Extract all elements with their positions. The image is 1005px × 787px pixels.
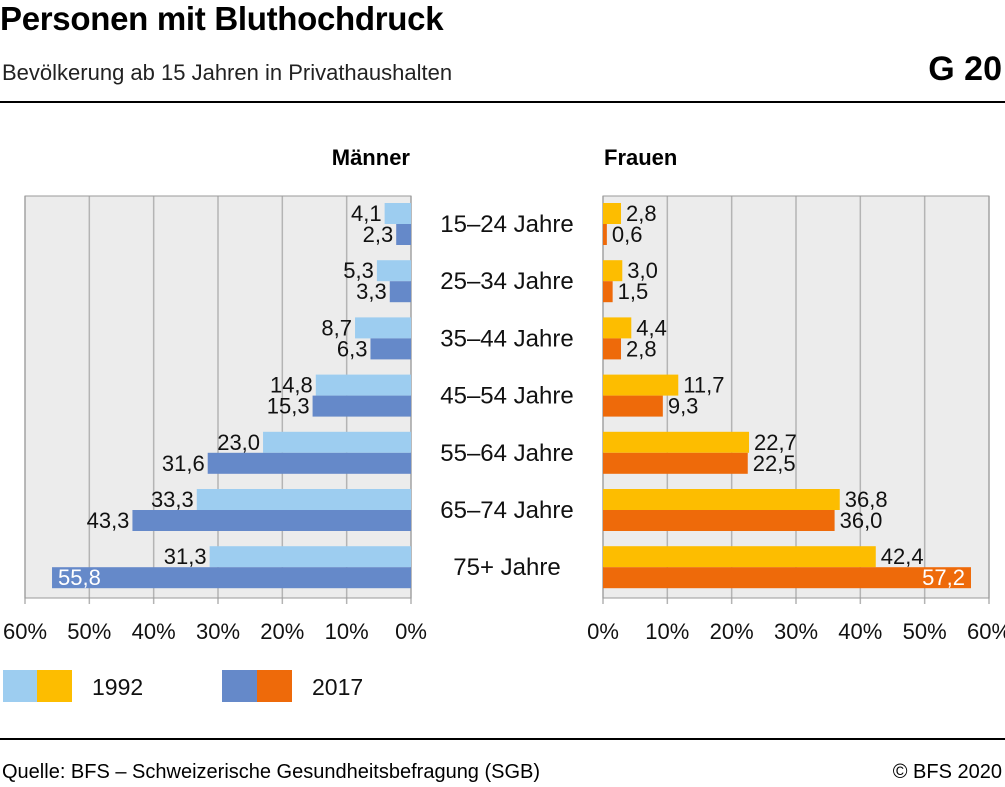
bar	[389, 281, 411, 303]
data-label: 42,4	[881, 544, 924, 569]
chart-subtitle: Bevölkerung ab 15 Jahren in Privathausha…	[2, 60, 453, 85]
category-label: 15–24 Jahre	[440, 211, 573, 238]
category-label: 75+ Jahre	[453, 554, 560, 581]
bar	[603, 317, 632, 339]
copyright: © BFS 2020	[892, 761, 1002, 783]
population-pyramid-chart: 60% 50% 40% 30% 20% 10% 0% Männer 4,12,3 5,33,38,…	[3, 145, 1005, 702]
data-label: 2,3	[363, 222, 394, 247]
data-label: 9,3	[668, 394, 699, 419]
bar	[376, 260, 411, 282]
bar	[196, 489, 411, 510]
category-label: 25–34 Jahre	[440, 268, 573, 295]
category-label: 55–64 Jahre	[440, 440, 573, 467]
category-label: 45–54 Jahre	[440, 383, 573, 410]
data-label: 14,8	[270, 373, 313, 398]
category-label: 65–74 Jahre	[440, 497, 573, 524]
data-label: 8,7	[321, 315, 352, 340]
tick-label: 50%	[903, 619, 947, 644]
data-label: 23,0	[217, 430, 260, 455]
data-label: 1,5	[618, 279, 649, 304]
bar	[603, 510, 835, 531]
bar	[603, 546, 876, 568]
legend-label: 1992	[92, 674, 143, 700]
header-rule	[0, 101, 1005, 103]
tick-label: 30%	[774, 619, 818, 644]
data-label: 2,8	[626, 336, 657, 361]
data-label: 15,3	[267, 394, 310, 419]
tick-label: 50%	[67, 619, 111, 644]
bar	[355, 317, 411, 339]
figure-number: G 20	[928, 50, 1002, 88]
data-label: 36,8	[845, 487, 888, 512]
bar	[603, 338, 622, 360]
bar	[370, 338, 411, 360]
bar	[263, 431, 411, 453]
tick-label: 20%	[710, 619, 754, 644]
data-label: 55,8	[58, 565, 101, 590]
tick-label: 10%	[645, 619, 689, 644]
data-label: 57,2	[922, 565, 965, 590]
bar	[603, 281, 613, 303]
data-label: 31,6	[162, 451, 205, 476]
data-label: 11,7	[683, 373, 724, 398]
bar	[396, 224, 411, 245]
data-label: 43,3	[87, 508, 130, 533]
data-label: 2,8	[626, 201, 657, 226]
data-label: 3,0	[627, 258, 658, 283]
legend-swatch-women-2017	[257, 670, 292, 702]
tick-label: 20%	[260, 619, 304, 644]
data-label: 4,4	[636, 315, 667, 340]
footer-rule	[0, 738, 1005, 740]
panel-title: Männer	[332, 145, 411, 170]
bar	[603, 224, 607, 245]
data-label: 22,7	[754, 430, 797, 455]
data-label: 22,5	[753, 451, 796, 476]
data-label: 33,3	[151, 487, 194, 512]
bar	[315, 374, 411, 396]
bar	[312, 395, 411, 417]
bar	[603, 395, 663, 417]
tick-label: 60%	[3, 619, 47, 644]
tick-label: 40%	[838, 619, 882, 644]
data-label: 5,3	[343, 258, 374, 283]
bar	[209, 546, 411, 568]
data-label: 6,3	[337, 336, 368, 361]
panel-title: Frauen	[604, 145, 677, 170]
source-note: Quelle: BFS – Schweizerische Gesundheits…	[2, 761, 541, 783]
tick-label: 60%	[967, 619, 1005, 644]
tick-label: 10%	[325, 619, 369, 644]
bar	[603, 452, 748, 474]
bar	[603, 203, 622, 224]
category-label: 35–44 Jahre	[440, 325, 573, 352]
tick-label: 40%	[132, 619, 176, 644]
bar	[603, 374, 679, 396]
chart-title: Personen mit Bluthochdruck	[0, 0, 444, 37]
tick-label: 30%	[196, 619, 240, 644]
bar	[603, 431, 750, 453]
legend-swatch-men-2017	[222, 670, 257, 702]
legend-swatch-women-1992	[37, 670, 72, 702]
bar	[52, 567, 412, 589]
data-label: 0,6	[612, 222, 643, 247]
tick-label: 0%	[395, 619, 427, 644]
legend-label: 2017	[312, 674, 363, 700]
data-label: 3,3	[356, 279, 387, 304]
bar	[132, 510, 412, 531]
data-label: 4,1	[351, 201, 382, 226]
legend-swatch-men-1992	[3, 670, 37, 702]
bar	[603, 567, 971, 589]
bar	[603, 260, 623, 282]
data-label: 31,3	[164, 544, 207, 569]
data-label: 36,0	[840, 508, 883, 533]
bar	[384, 203, 411, 224]
tick-label: 0%	[587, 619, 619, 644]
bar	[207, 452, 411, 474]
bar	[603, 489, 840, 510]
